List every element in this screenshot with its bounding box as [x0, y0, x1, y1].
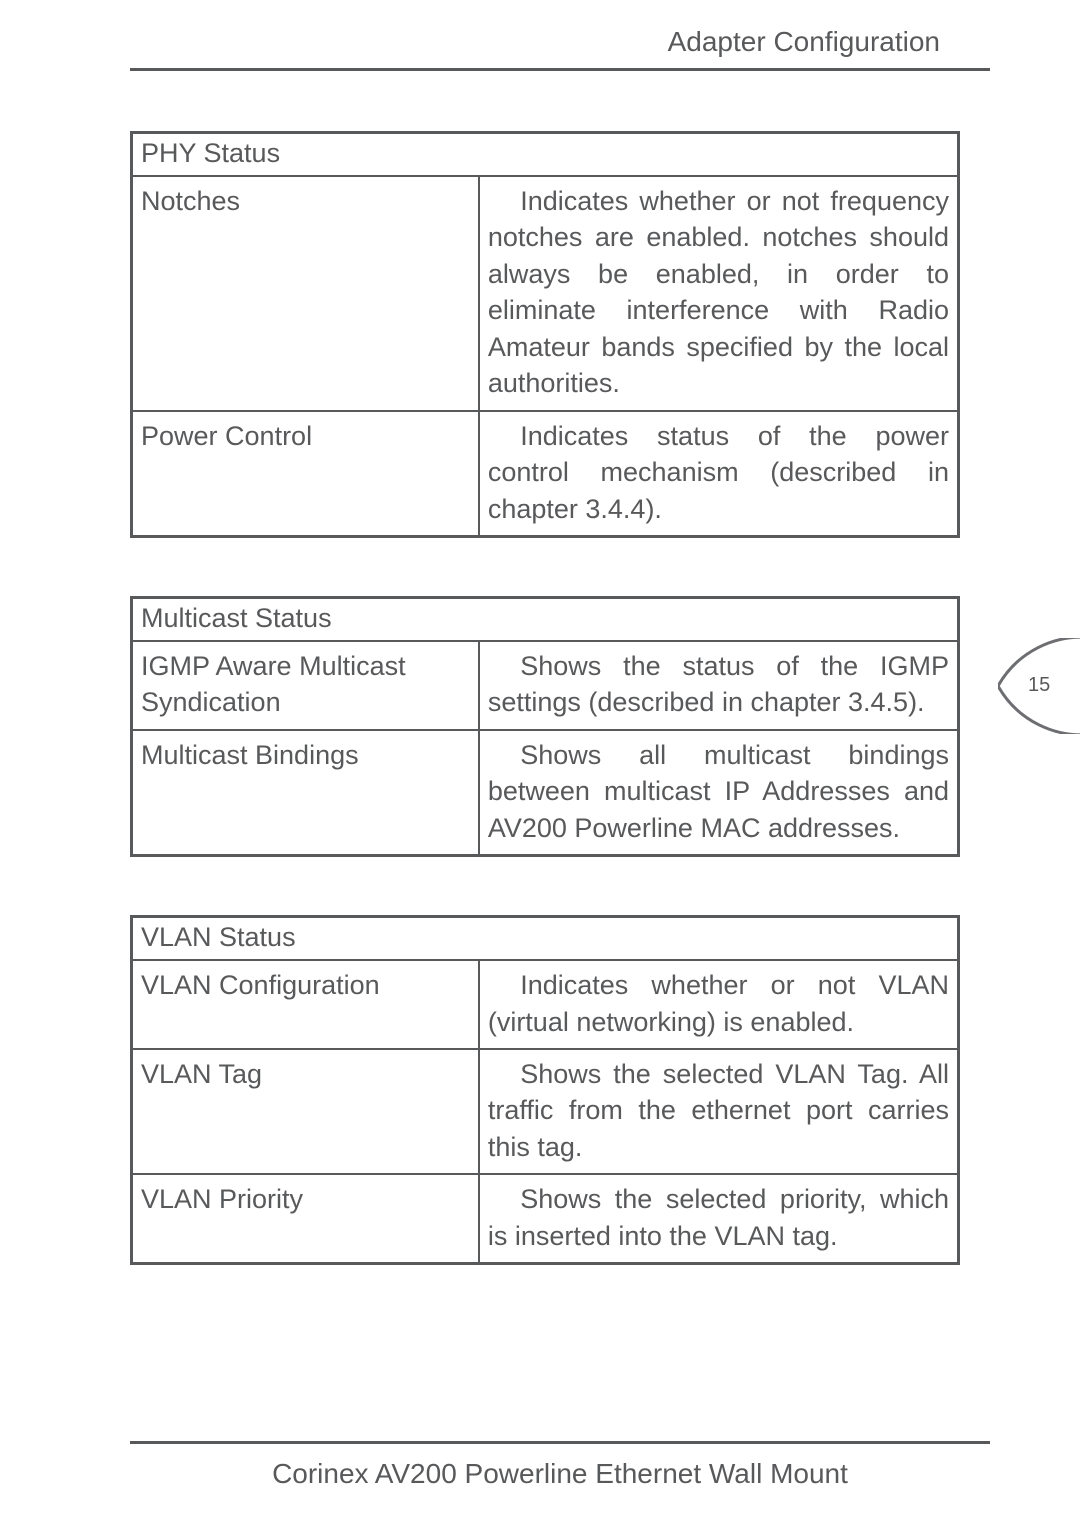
table-row: Multicast Bindings Shows all multicast b… [132, 730, 959, 856]
tables-container: PHY Status Notches Indicates whether or … [130, 131, 960, 1265]
table-row: VLAN Priority Shows the selected priorit… [132, 1174, 959, 1263]
row-desc: Indicates whether or not frequency notch… [479, 176, 959, 411]
header-rule [130, 68, 990, 71]
page-header-title: Adapter Configuration [130, 20, 990, 58]
row-desc: Shows the selected priority, which is in… [479, 1174, 959, 1263]
table-row: Notches Indicates whether or not frequen… [132, 176, 959, 411]
page-footer: Corinex AV200 Powerline Ethernet Wall Mo… [130, 1441, 990, 1490]
footer-rule [130, 1441, 990, 1444]
footer-text: Corinex AV200 Powerline Ethernet Wall Mo… [130, 1458, 990, 1490]
table-row: VLAN Tag Shows the selected VLAN Tag. Al… [132, 1049, 959, 1174]
table-title: Multicast Status [132, 597, 959, 641]
row-desc: Shows the status of the IGMP settings (d… [479, 641, 959, 730]
table-row: Power Control Indicates status of the po… [132, 411, 959, 537]
row-label: Multicast Bindings [132, 730, 479, 856]
row-label: VLAN Configuration [132, 960, 479, 1049]
document-page: Adapter Configuration PHY Status Notches… [0, 0, 1080, 1532]
table-row: VLAN Configuration Indicates whether or … [132, 960, 959, 1049]
row-label: IGMP Aware Multicast Syndication [132, 641, 479, 730]
table-title: PHY Status [132, 133, 959, 177]
row-label: Power Control [132, 411, 479, 537]
phy-status-table: PHY Status Notches Indicates whether or … [130, 131, 960, 538]
vlan-status-table: VLAN Status VLAN Configuration Indicates… [130, 915, 960, 1265]
row-label: VLAN Tag [132, 1049, 479, 1174]
row-desc: Shows the selected VLAN Tag. All traffic… [479, 1049, 959, 1174]
row-label: Notches [132, 176, 479, 411]
table-title: VLAN Status [132, 917, 959, 961]
table-row: IGMP Aware Multicast Syndication Shows t… [132, 641, 959, 730]
page-number: 15 [1028, 674, 1050, 697]
row-label: VLAN Priority [132, 1174, 479, 1263]
row-desc: Indicates status of the power control me… [479, 411, 959, 537]
row-desc: Shows all multicast bindings between mul… [479, 730, 959, 856]
row-desc: Indicates whether or not VLAN (virtual n… [479, 960, 959, 1049]
multicast-status-table: Multicast Status IGMP Aware Multicast Sy… [130, 596, 960, 857]
page-number-tab: 15 [998, 638, 1080, 734]
